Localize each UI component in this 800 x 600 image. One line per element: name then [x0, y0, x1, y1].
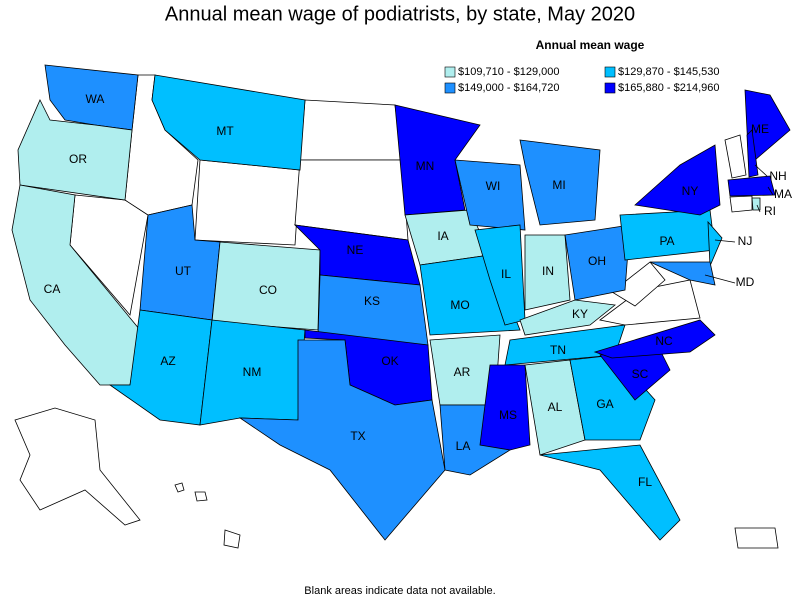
state-label: OK	[381, 354, 398, 368]
legend-swatch	[604, 82, 616, 94]
state	[17, 99, 133, 201]
state-label: NM	[243, 365, 262, 379]
state-label: KS	[364, 294, 380, 308]
state	[299, 99, 403, 161]
state-label: LA	[456, 439, 471, 453]
leader-line	[756, 204, 761, 213]
state	[524, 234, 571, 311]
state-label: MO	[450, 298, 469, 312]
legend-label: $129,870 - $145,530	[618, 66, 720, 78]
state	[729, 195, 753, 213]
state-label: OH	[588, 254, 606, 268]
state-label: MN	[416, 159, 435, 173]
state	[454, 159, 526, 231]
state	[238, 339, 446, 541]
state	[194, 491, 208, 502]
state	[174, 482, 185, 493]
state-label: NE	[347, 243, 364, 257]
state-label: CA	[44, 282, 61, 296]
state	[519, 299, 616, 336]
state-label: AR	[454, 365, 471, 379]
state	[474, 224, 526, 326]
state-label: RI	[764, 204, 776, 218]
state	[707, 220, 723, 267]
state-label: MD	[736, 275, 755, 289]
state-label: IL	[501, 267, 511, 281]
state	[611, 261, 666, 307]
state-label: FL	[638, 475, 652, 489]
state	[734, 527, 779, 549]
leader-line	[714, 239, 736, 243]
state-label: MI	[552, 178, 565, 192]
state-label: IN	[542, 264, 554, 278]
state-label: IA	[437, 229, 448, 243]
blank-states	[14, 74, 779, 549]
state-label: WI	[486, 179, 501, 193]
state	[564, 224, 631, 301]
state	[194, 159, 301, 246]
state	[539, 444, 681, 541]
state-label: AL	[548, 400, 563, 414]
legend-swatch	[444, 66, 456, 78]
state	[151, 74, 306, 171]
state	[649, 261, 716, 286]
state-label: GA	[596, 397, 613, 411]
state	[479, 364, 531, 451]
state-label: ME	[751, 122, 769, 136]
state-label: KY	[572, 307, 588, 321]
state-label: MA	[774, 187, 792, 201]
state-label: SC	[632, 367, 649, 381]
state-label: PA	[659, 234, 674, 248]
state	[593, 319, 716, 359]
leader-line	[767, 186, 774, 196]
leader-line	[704, 274, 736, 284]
state-label: MT	[216, 124, 234, 138]
state	[724, 134, 747, 179]
state	[223, 529, 241, 549]
state-label: TX	[350, 429, 365, 443]
state-label: UT	[175, 264, 192, 278]
legend-label: $165,880 - $214,960	[618, 82, 720, 94]
legend-title: Annual mean wage	[536, 38, 645, 52]
state	[727, 175, 776, 197]
legend-label: $149,000 - $164,720	[458, 82, 560, 94]
state-label: CO	[259, 283, 277, 297]
state-label: AZ	[160, 354, 175, 368]
state-label: NH	[769, 169, 786, 183]
state	[519, 139, 601, 226]
legend-label: $109,710 - $129,000	[458, 66, 560, 78]
state-label: NJ	[738, 234, 753, 248]
state-label: TN	[550, 343, 566, 357]
leader-line	[754, 164, 769, 178]
state-label: NY	[682, 184, 699, 198]
legend-swatch	[444, 82, 456, 94]
state-label: NC	[655, 334, 673, 348]
state-label: OR	[69, 152, 87, 166]
state	[14, 407, 141, 526]
state-label: MS	[499, 408, 517, 422]
state-label: WA	[86, 92, 105, 106]
footnote: Blank areas indicate data not available.	[304, 585, 495, 597]
map-title: Annual mean wage of podiatrists, by stat…	[165, 3, 635, 25]
state	[634, 144, 721, 216]
legend-swatch	[604, 66, 616, 78]
